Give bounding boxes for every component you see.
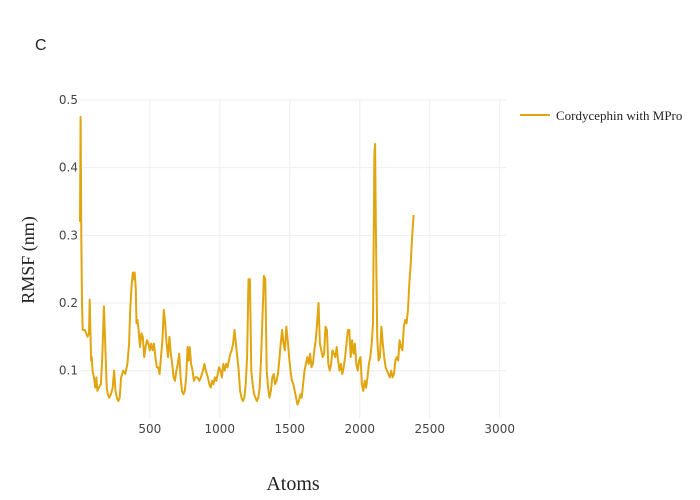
y-tick-label: 0.4 (59, 161, 78, 175)
x-tick-label: 2000 (344, 422, 375, 436)
x-tick-label: 2500 (414, 422, 445, 436)
grid (80, 99, 506, 418)
x-tick-label: 500 (138, 422, 161, 436)
x-axis-title: Atoms (266, 473, 320, 495)
series-line-cordycephin[interactable] (79, 115, 415, 406)
series-layer (79, 115, 415, 406)
y-tick-label: 0.5 (59, 93, 78, 107)
y-tick-labels: 0.1 0.2 0.3 0.4 0.5 (59, 93, 78, 378)
x-tick-label: 1500 (275, 422, 306, 436)
legend-label: Cordycephin with MPro (556, 108, 682, 123)
y-tick-label: 0.3 (59, 228, 78, 242)
x-tick-label: 3000 (484, 422, 515, 436)
y-tick-label: 0.2 (59, 296, 78, 310)
x-tick-label: 1000 (205, 422, 236, 436)
x-tick-labels: 500 1000 1500 2000 2500 3000 (138, 422, 515, 436)
y-axis-title: RMSF (nm) (18, 216, 39, 304)
y-tick-label: 0.1 (59, 364, 78, 378)
panel-label: C (35, 37, 47, 54)
legend[interactable]: Cordycephin with MPro (520, 108, 682, 123)
